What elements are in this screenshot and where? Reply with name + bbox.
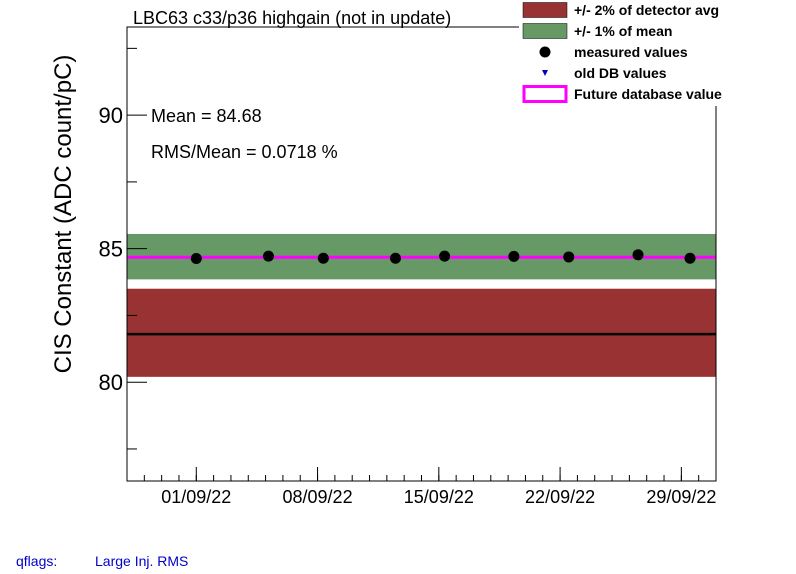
detector-avg-band	[127, 288, 716, 377]
y-tick-label-85: 85	[99, 237, 123, 262]
points-layer	[190, 249, 696, 265]
legend-label-0: +/- 2% of detector avg	[574, 2, 719, 18]
bands-layer	[127, 233, 716, 377]
y-tick-label-90: 90	[99, 103, 123, 128]
measured-point-8	[684, 252, 696, 264]
measured-point-4	[439, 250, 451, 262]
x-tick-label-0: 01/09/22	[161, 487, 231, 507]
legend: +/- 2% of detector avg +/- 1% of mean meas…	[519, 0, 747, 106]
legend-label-4: Future database value	[574, 86, 722, 102]
measured-point-6	[563, 251, 575, 263]
measured-point-2	[317, 252, 329, 264]
legend-swatch-2	[539, 46, 551, 58]
y-axis-label: CIS Constant (ADC count/pC)	[50, 55, 77, 374]
legend-label-3: old DB values	[574, 65, 667, 81]
axes-layer: 80 85 90 01/09/22 08/09/22 15/09/22 22/09/22 29…	[99, 47, 716, 507]
legend-swatch-4	[522, 85, 568, 103]
mean-stat: Mean = 84.68	[151, 106, 262, 126]
measured-point-5	[508, 250, 520, 262]
rms-stat: RMS/Mean = 0.0718 %	[151, 142, 338, 162]
legend-swatch-0	[522, 2, 568, 18]
measured-point-0	[190, 253, 202, 265]
qflags-label: qflags:	[16, 553, 58, 569]
measured-point-3	[390, 252, 402, 264]
x-tick-label-1: 08/09/22	[283, 487, 353, 507]
legend-swatch-1	[522, 23, 568, 39]
y-tick-label-80: 80	[99, 370, 123, 395]
legend-label-1: +/- 1% of mean	[574, 23, 672, 39]
chart-title: LBC63 c33/p36 highgain (not in update)	[133, 8, 451, 28]
measured-point-7	[632, 249, 644, 261]
lines-layer	[127, 255, 716, 336]
legend-label-2: measured values	[574, 44, 688, 60]
qflags-value: Large Inj. RMS	[95, 553, 189, 569]
legend-swatch-3	[542, 70, 548, 76]
x-tick-label-3: 22/09/22	[525, 487, 595, 507]
x-tick-label-2: 15/09/22	[404, 487, 474, 507]
x-tick-label-4: 29/09/22	[646, 487, 716, 507]
measured-point-1	[262, 250, 274, 262]
